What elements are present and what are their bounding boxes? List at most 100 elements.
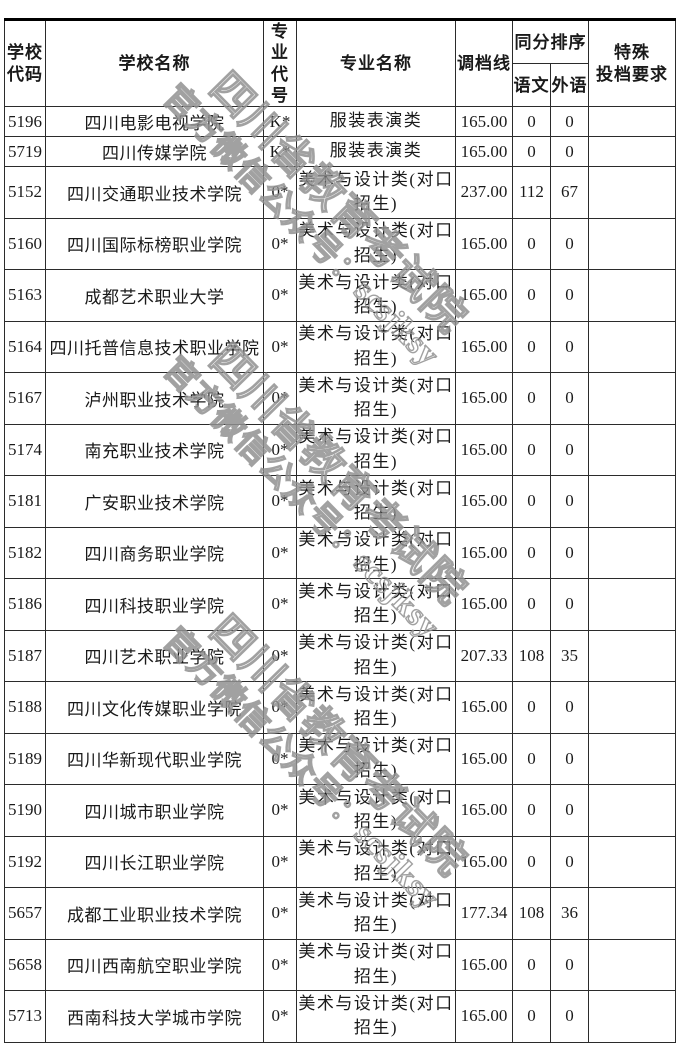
major-code-cell: 0* [263, 835, 297, 888]
cutoff-cell: 165.00 [455, 136, 513, 167]
chinese-score-cell: 0 [512, 136, 551, 167]
foreign-score-cell: 0 [550, 681, 589, 734]
school-name-cell: 四川国际标榜职业学院 [45, 217, 264, 270]
header-cutoff: 调档线 [455, 19, 513, 107]
school-code-cell: 5196 [4, 106, 46, 137]
school-name-cell: 西南科技大学城市学院 [45, 990, 264, 1043]
school-code-cell: 5189 [4, 732, 46, 785]
special-requirement-cell [588, 938, 676, 991]
school-code-cell: 5188 [4, 681, 46, 734]
foreign-score-cell: 0 [550, 106, 589, 137]
school-code-cell: 5658 [4, 938, 46, 991]
table-body: 5196 四川电影电视学院 K* 服装表演类 165.00 0 0 5719 四… [4, 106, 676, 1043]
school-code-cell: 5152 [4, 166, 46, 219]
foreign-score-cell: 0 [550, 475, 589, 528]
foreign-score-cell: 67 [550, 166, 589, 219]
foreign-score-cell: 0 [550, 784, 589, 837]
school-code-cell: 5160 [4, 217, 46, 270]
major-name-cell: 服装表演类 [296, 136, 456, 167]
special-requirement-cell [588, 136, 676, 167]
cutoff-cell: 207.33 [455, 629, 513, 682]
table-row: 5182 四川商务职业学院 0* 美术与设计类(对口 招生) 165.00 0 … [4, 526, 676, 579]
cutoff-cell: 165.00 [455, 269, 513, 322]
header-foreign: 外语 [550, 63, 589, 107]
special-requirement-cell [588, 681, 676, 734]
major-name-cell: 美术与设计类(对口 招生) [296, 475, 456, 528]
cutoff-cell: 237.00 [455, 166, 513, 219]
chinese-score-cell: 108 [512, 887, 551, 940]
school-name-cell: 四川城市职业学院 [45, 784, 264, 837]
chinese-score-cell: 0 [512, 681, 551, 734]
cutoff-cell: 165.00 [455, 938, 513, 991]
school-name-cell: 四川传媒学院 [45, 136, 264, 167]
school-name-cell: 四川长江职业学院 [45, 835, 264, 888]
major-name-cell: 美术与设计类(对口 招生) [296, 166, 456, 219]
major-code-cell: 0* [263, 887, 297, 940]
school-name-cell: 四川文化传媒职业学院 [45, 681, 264, 734]
table-header: 学校 代码 学校名称 专业 代号 专业名称 调档线 同分排序 特殊 投档要求 语… [4, 18, 676, 107]
header-major-code: 专业 代号 [263, 19, 297, 107]
foreign-score-cell: 0 [550, 136, 589, 167]
table-row: 5152 四川交通职业技术学院 0* 美术与设计类(对口 招生) 237.00 … [4, 166, 676, 219]
chinese-score-cell: 0 [512, 106, 551, 137]
school-name-cell: 四川艺术职业学院 [45, 629, 264, 682]
major-code-cell: 0* [263, 681, 297, 734]
school-name-cell: 四川华新现代职业学院 [45, 732, 264, 785]
school-code-cell: 5657 [4, 887, 46, 940]
header-special: 特殊 投档要求 [588, 19, 676, 107]
major-name-cell: 美术与设计类(对口 招生) [296, 887, 456, 940]
major-name-cell: 美术与设计类(对口 招生) [296, 835, 456, 888]
school-code-cell: 5186 [4, 578, 46, 631]
chinese-score-cell: 0 [512, 732, 551, 785]
table-row: 5181 广安职业技术学院 0* 美术与设计类(对口 招生) 165.00 0 … [4, 475, 676, 528]
major-code-cell: K* [263, 106, 297, 137]
table-row: 5192 四川长江职业学院 0* 美术与设计类(对口 招生) 165.00 0 … [4, 835, 676, 888]
header-tie-break: 同分排序 [512, 18, 589, 65]
major-code-cell: 0* [263, 320, 297, 373]
cutoff-cell: 165.00 [455, 578, 513, 631]
school-name-cell: 四川托普信息技术职业学院 [45, 320, 264, 373]
special-requirement-cell [588, 887, 676, 940]
chinese-score-cell: 112 [512, 166, 551, 219]
cutoff-cell: 165.00 [455, 681, 513, 734]
major-code-cell: 0* [263, 629, 297, 682]
header-major-name: 专业名称 [296, 19, 456, 107]
foreign-score-cell: 0 [550, 217, 589, 270]
foreign-score-cell: 0 [550, 990, 589, 1043]
cutoff-cell: 165.00 [455, 990, 513, 1043]
major-code-cell: 0* [263, 217, 297, 270]
foreign-score-cell: 0 [550, 526, 589, 579]
header-school-name: 学校名称 [45, 19, 264, 107]
school-name-cell: 四川西南航空职业学院 [45, 938, 264, 991]
special-requirement-cell [588, 372, 676, 425]
chinese-score-cell: 0 [512, 372, 551, 425]
major-name-cell: 美术与设计类(对口 招生) [296, 372, 456, 425]
school-code-cell: 5182 [4, 526, 46, 579]
school-name-cell: 四川电影电视学院 [45, 106, 264, 137]
school-code-cell: 5192 [4, 835, 46, 888]
school-name-cell: 成都工业职业技术学院 [45, 887, 264, 940]
major-name-cell: 美术与设计类(对口 招生) [296, 269, 456, 322]
table-row: 5186 四川科技职业学院 0* 美术与设计类(对口 招生) 165.00 0 … [4, 578, 676, 631]
school-code-cell: 5713 [4, 990, 46, 1043]
foreign-score-cell: 0 [550, 423, 589, 476]
cutoff-cell: 165.00 [455, 835, 513, 888]
foreign-score-cell: 35 [550, 629, 589, 682]
table-row: 5189 四川华新现代职业学院 0* 美术与设计类(对口 招生) 165.00 … [4, 732, 676, 785]
school-name-cell: 四川商务职业学院 [45, 526, 264, 579]
chinese-score-cell: 0 [512, 784, 551, 837]
school-code-cell: 5163 [4, 269, 46, 322]
major-name-cell: 美术与设计类(对口 招生) [296, 681, 456, 734]
header-chinese: 语文 [512, 63, 551, 107]
major-code-cell: 0* [263, 990, 297, 1043]
major-name-cell: 美术与设计类(对口 招生) [296, 578, 456, 631]
special-requirement-cell [588, 784, 676, 837]
cutoff-cell: 165.00 [455, 784, 513, 837]
school-name-cell: 泸州职业技术学院 [45, 372, 264, 425]
chinese-score-cell: 108 [512, 629, 551, 682]
school-name-cell: 四川交通职业技术学院 [45, 166, 264, 219]
table-row: 5658 四川西南航空职业学院 0* 美术与设计类(对口 招生) 165.00 … [4, 938, 676, 991]
table-row: 5187 四川艺术职业学院 0* 美术与设计类(对口 招生) 207.33 10… [4, 629, 676, 682]
chinese-score-cell: 0 [512, 269, 551, 322]
